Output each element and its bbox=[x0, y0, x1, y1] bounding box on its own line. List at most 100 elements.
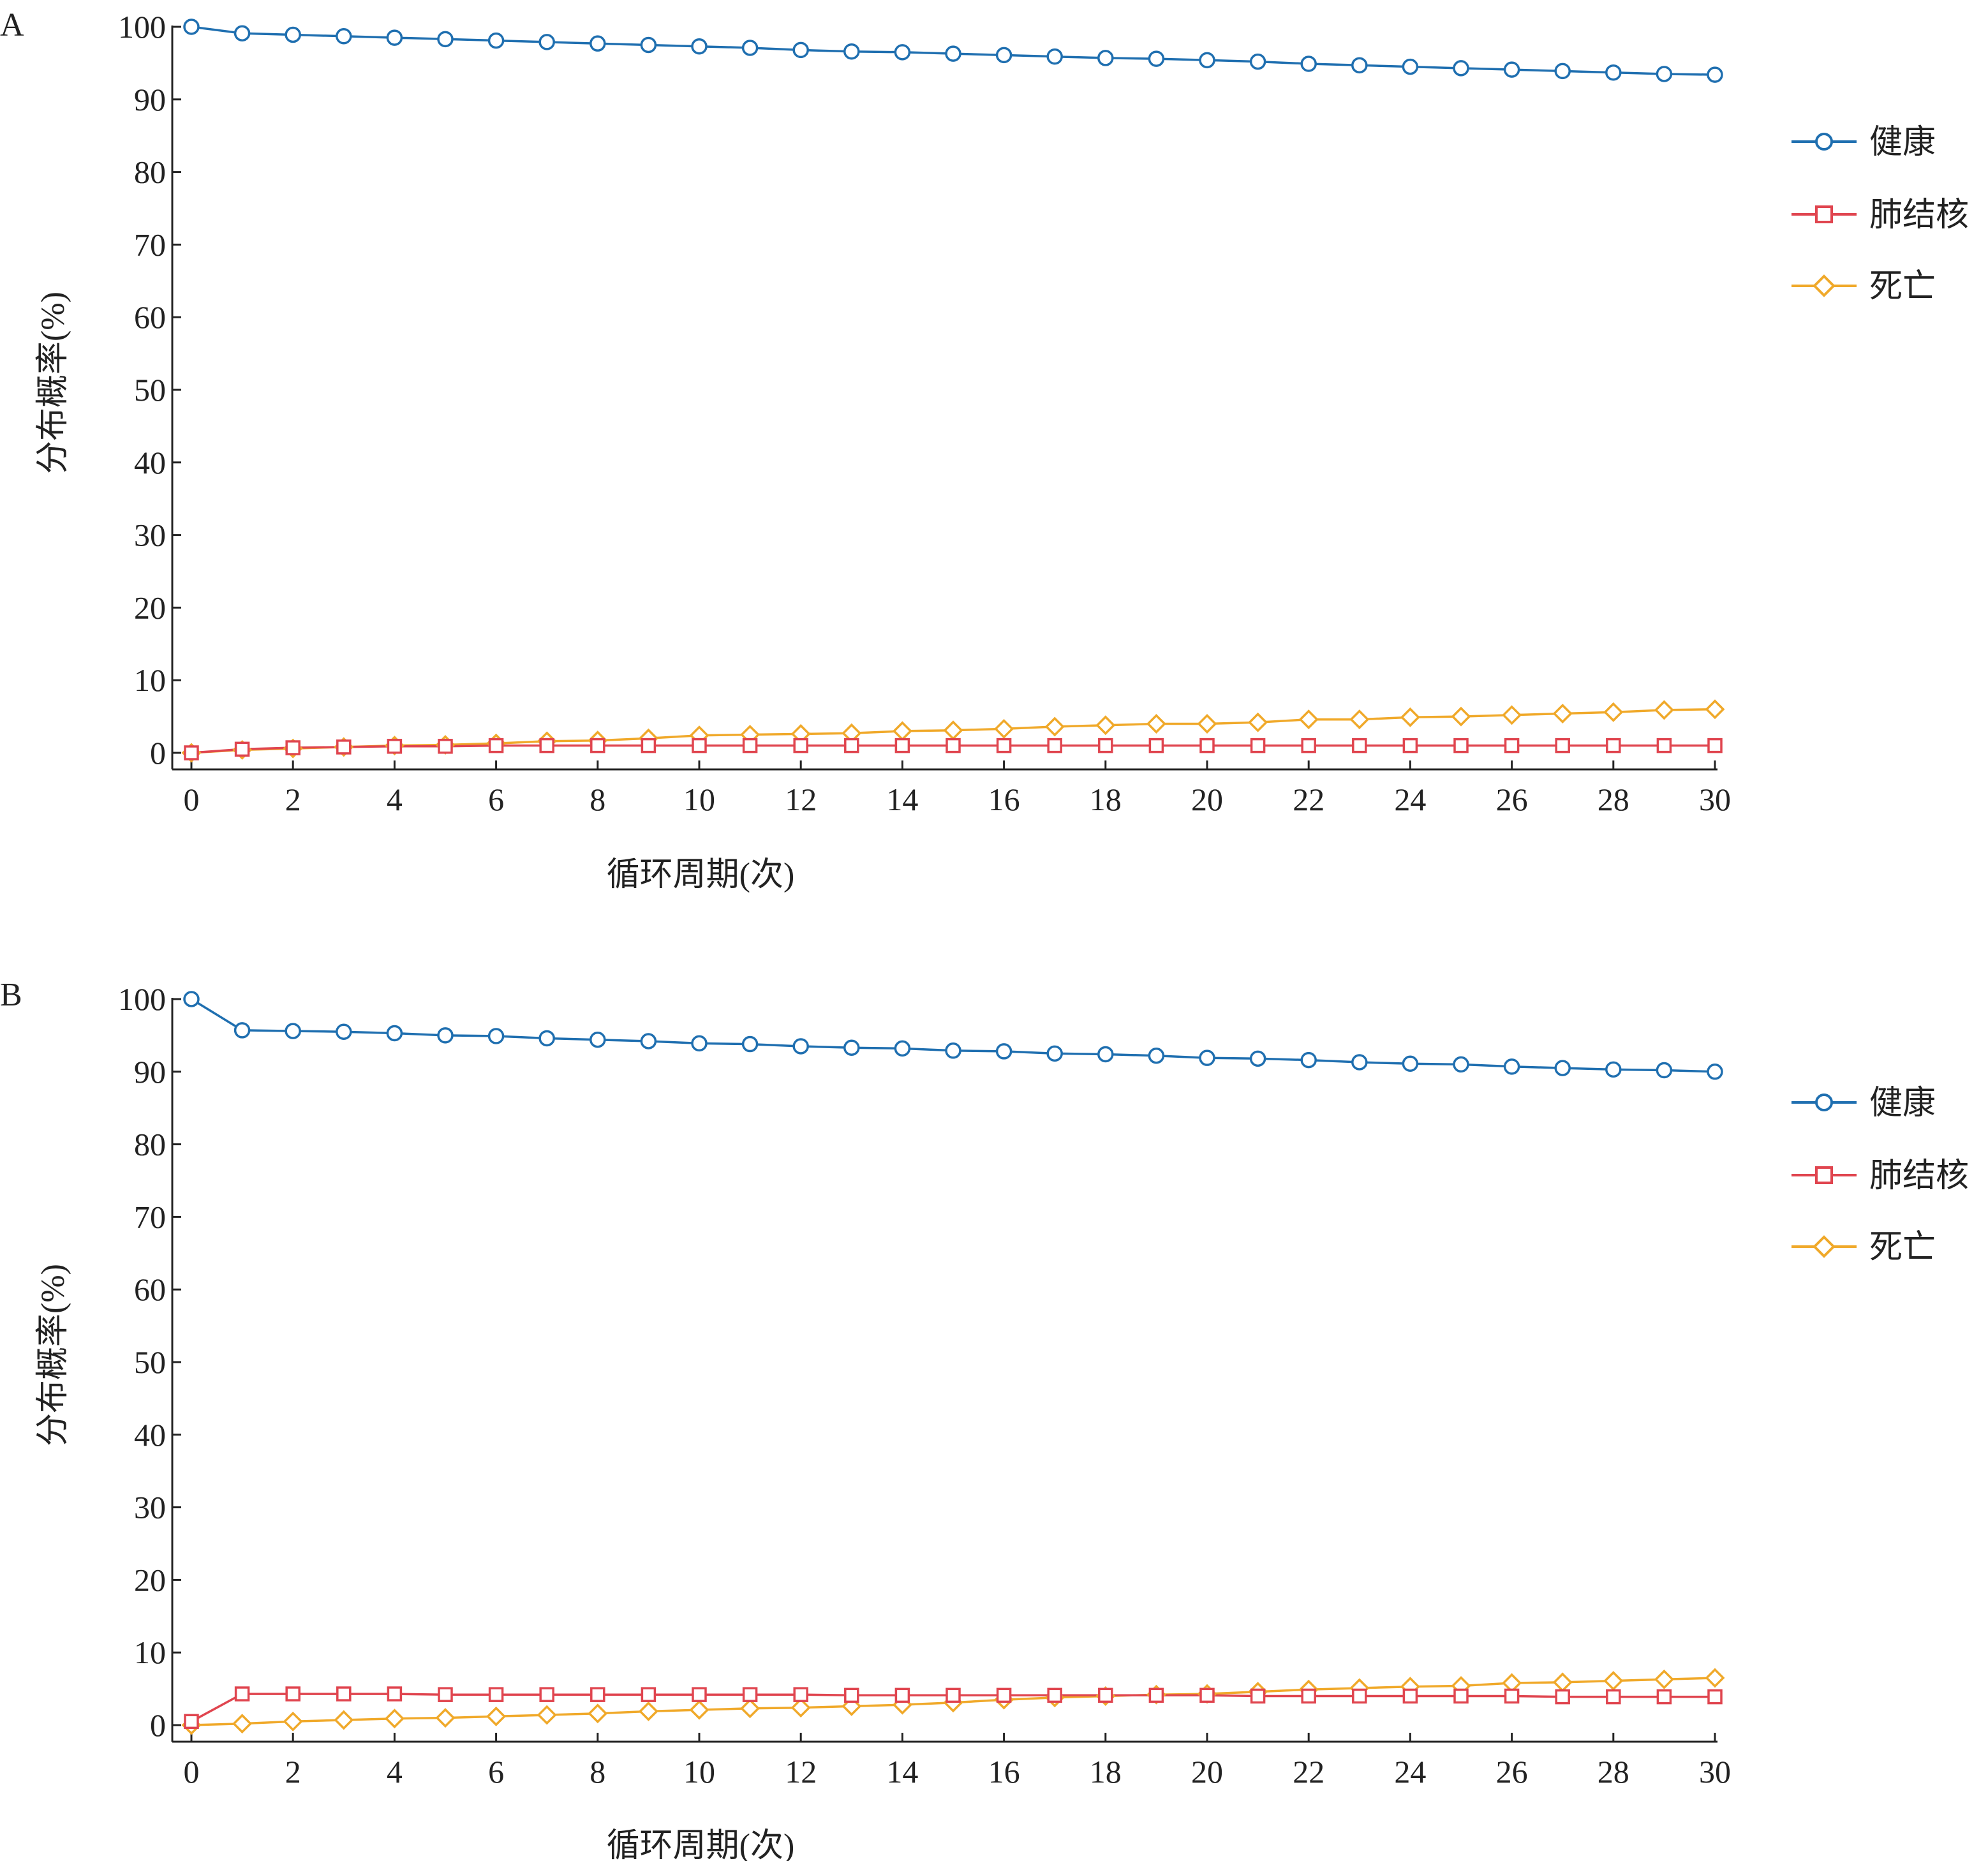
x-tick-label-b: 2 bbox=[285, 1754, 301, 1790]
data-point-diamond-a bbox=[1298, 709, 1319, 730]
y-tick-label-a: 90 bbox=[134, 82, 166, 117]
data-point-diamond-a bbox=[1248, 712, 1268, 732]
y-tick-label-a: 0 bbox=[150, 735, 166, 771]
data-point-circle-b bbox=[1503, 1058, 1520, 1075]
data-point-circle-b bbox=[1554, 1060, 1571, 1076]
x-tick-label-a: 6 bbox=[488, 782, 504, 817]
legend-diamond-marker-b bbox=[1813, 1235, 1836, 1258]
x-tick-label-b: 14 bbox=[886, 1754, 918, 1790]
data-point-square-b bbox=[234, 1686, 250, 1702]
data-point-circle-a bbox=[1605, 64, 1622, 81]
data-point-square-b bbox=[844, 1687, 859, 1703]
y-axis-label-a: 分布概率(%) bbox=[35, 292, 71, 474]
data-point-circle-b bbox=[234, 1022, 251, 1039]
data-point-diamond-a bbox=[1552, 704, 1573, 724]
legend-item-tb-a: 肺结核 bbox=[1791, 197, 1969, 234]
data-point-square-b bbox=[641, 1687, 656, 1702]
legend-item-healthy-a: 健康 bbox=[1791, 124, 1936, 161]
data-point-circle-a bbox=[792, 41, 809, 59]
panel-label-a: A bbox=[0, 7, 24, 43]
y-tick-label-a: 10 bbox=[134, 662, 166, 698]
data-point-square-b bbox=[1555, 1689, 1570, 1705]
data-point-diamond-b bbox=[283, 1711, 303, 1731]
data-point-square-a bbox=[285, 740, 300, 755]
data-point-circle-a bbox=[1097, 50, 1114, 66]
data-point-square-a bbox=[1606, 738, 1621, 753]
data-point-diamond-a bbox=[1146, 714, 1166, 734]
data-point-circle-a bbox=[1199, 52, 1215, 69]
data-point-circle-b bbox=[945, 1042, 961, 1059]
data-point-square-a bbox=[184, 745, 199, 760]
data-point-circle-a bbox=[1453, 60, 1469, 77]
data-point-circle-a bbox=[1300, 56, 1317, 72]
data-point-circle-b bbox=[538, 1030, 555, 1047]
data-point-circle-a bbox=[1351, 57, 1368, 74]
data-point-circle-b bbox=[843, 1039, 860, 1056]
data-point-circle-b bbox=[183, 991, 200, 1007]
x-tick-label-b: 12 bbox=[785, 1754, 817, 1790]
data-point-circle-b bbox=[1249, 1050, 1266, 1067]
data-point-circle-a bbox=[386, 29, 403, 46]
data-point-square-a bbox=[1402, 738, 1418, 753]
data-point-circle-a bbox=[1046, 48, 1063, 65]
data-point-circle-b bbox=[386, 1025, 403, 1042]
data-point-square-b bbox=[1453, 1688, 1469, 1704]
data-point-square-a bbox=[1199, 738, 1215, 753]
data-point-square-a bbox=[1656, 738, 1672, 753]
data-point-square-a bbox=[1047, 738, 1062, 753]
legend-circle-marker-a bbox=[1815, 133, 1833, 151]
data-point-diamond-a bbox=[1349, 709, 1370, 730]
data-point-square-a bbox=[234, 741, 250, 757]
data-point-square-b bbox=[1098, 1687, 1113, 1703]
x-tick-label-a: 4 bbox=[387, 782, 403, 817]
data-point-circle-a bbox=[336, 28, 352, 45]
data-point-square-a bbox=[1301, 738, 1316, 753]
data-point-diamond-a bbox=[1502, 705, 1522, 725]
x-tick-label-a: 24 bbox=[1394, 782, 1426, 817]
y-tick-label-a: 20 bbox=[134, 589, 166, 625]
data-point-diamond-b bbox=[1705, 1668, 1725, 1688]
data-point-circle-b bbox=[640, 1033, 657, 1049]
data-point-square-a bbox=[387, 739, 403, 754]
legend-label-death-a: 死亡 bbox=[1869, 269, 1936, 305]
data-point-circle-a bbox=[640, 36, 657, 54]
data-point-diamond-a bbox=[1603, 702, 1624, 722]
data-point-square-b bbox=[1606, 1689, 1621, 1705]
data-point-square-b bbox=[285, 1686, 300, 1702]
x-tick-label-b: 30 bbox=[1699, 1754, 1731, 1790]
y-tick-label-b: 40 bbox=[134, 1417, 166, 1453]
x-tick-label-b: 20 bbox=[1191, 1754, 1223, 1790]
data-point-square-a bbox=[539, 738, 554, 753]
data-point-diamond-a bbox=[994, 718, 1014, 739]
data-point-diamond-a bbox=[1044, 716, 1065, 737]
data-point-square-b bbox=[590, 1687, 605, 1702]
data-point-square-a bbox=[692, 738, 707, 753]
data-point-diamond-b bbox=[689, 1700, 709, 1720]
data-point-circle-a bbox=[945, 45, 961, 62]
data-point-circle-a bbox=[285, 26, 301, 43]
data-point-circle-b bbox=[285, 1023, 301, 1039]
y-tick-label-b: 30 bbox=[134, 1490, 166, 1525]
data-point-circle-a bbox=[437, 31, 454, 48]
data-point-square-b bbox=[1352, 1688, 1367, 1704]
data-point-square-a bbox=[590, 738, 605, 753]
x-tick-label-a: 30 bbox=[1699, 782, 1731, 817]
x-tick-label-a: 20 bbox=[1191, 782, 1223, 817]
data-point-diamond-b bbox=[1654, 1669, 1674, 1689]
data-point-square-a bbox=[742, 738, 758, 753]
x-tick-label-a: 10 bbox=[683, 782, 715, 817]
x-tick-label-a: 12 bbox=[785, 782, 817, 817]
data-point-square-b bbox=[1402, 1688, 1418, 1704]
x-tick-label-b: 8 bbox=[590, 1754, 605, 1790]
data-point-diamond-b bbox=[486, 1706, 507, 1726]
x-tick-label-a: 26 bbox=[1496, 782, 1528, 817]
data-point-diamond-b bbox=[1603, 1671, 1624, 1691]
data-point-circle-a bbox=[894, 44, 911, 61]
data-point-square-b bbox=[1047, 1687, 1062, 1703]
legend-item-tb-b: 肺结核 bbox=[1791, 1158, 1969, 1194]
x-tick-label-a: 16 bbox=[988, 782, 1020, 817]
